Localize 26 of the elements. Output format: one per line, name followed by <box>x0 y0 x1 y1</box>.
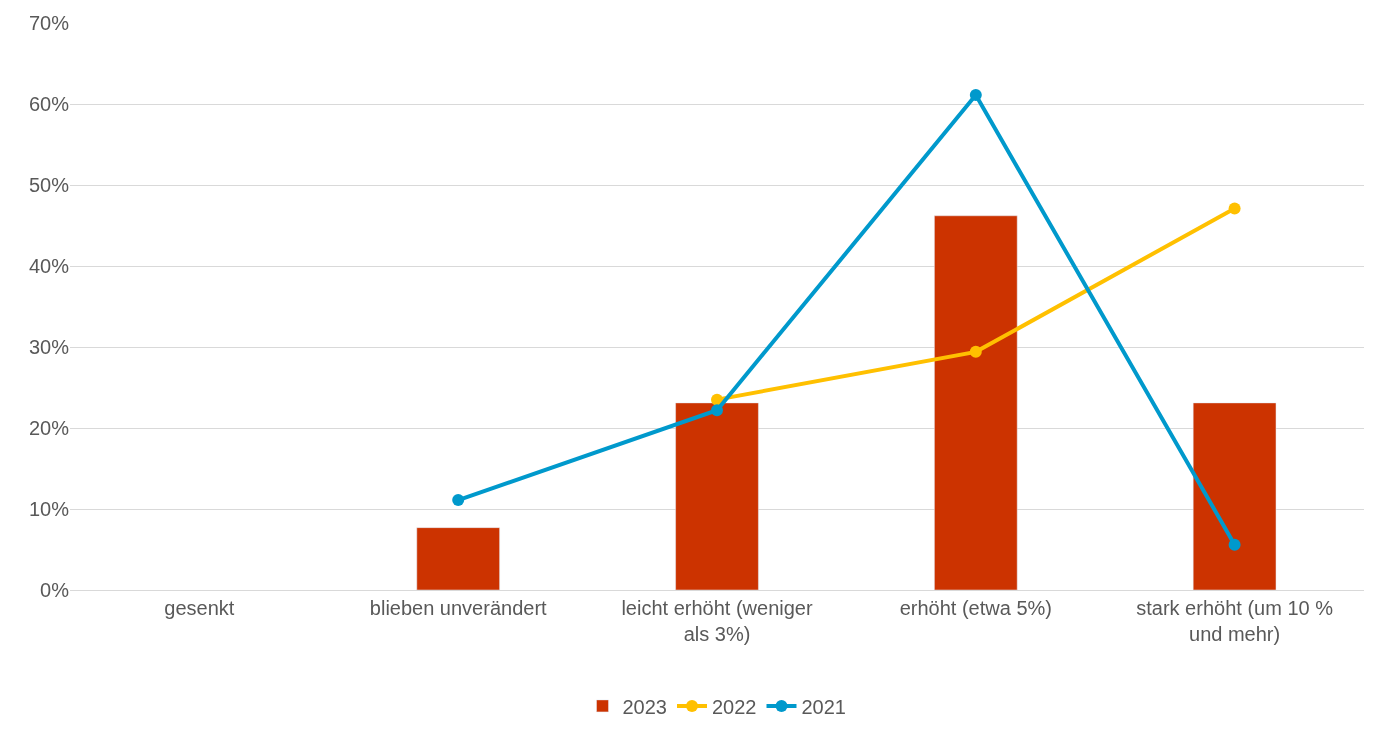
point <box>969 89 982 102</box>
y-tick-label: 10% <box>28 498 70 520</box>
y-tick-label: 0% <box>40 579 70 601</box>
bar <box>416 527 500 590</box>
point <box>711 404 723 417</box>
point <box>1228 538 1241 551</box>
point <box>452 494 465 507</box>
legend-label: 2023 <box>622 695 667 718</box>
y-tick-label: 30% <box>28 336 70 358</box>
x-tick-label: blieben unverändert <box>369 597 548 619</box>
x-tick-label: leicht erhöht (weniger als 3%) <box>621 597 813 645</box>
y-tick-label: 40% <box>28 255 70 277</box>
point <box>1228 202 1241 215</box>
y-tick-label: 50% <box>28 174 70 196</box>
y-tick-label: 20% <box>28 417 70 439</box>
x-tick-label: gesenkt <box>164 597 235 619</box>
y-tick-label: 60% <box>28 93 70 115</box>
x-tick-label: stark erhöht (um 10 % und mehr) <box>1136 597 1334 645</box>
point <box>969 345 982 358</box>
bar <box>675 402 759 590</box>
x-tick-label: erhöht (etwa 5%) <box>899 597 1052 619</box>
legend-label: 2022 <box>712 695 757 718</box>
legend-label: 2021 <box>801 695 846 718</box>
y-tick-label: 70% <box>28 12 70 34</box>
bar <box>1192 402 1277 590</box>
bar <box>934 215 1018 590</box>
